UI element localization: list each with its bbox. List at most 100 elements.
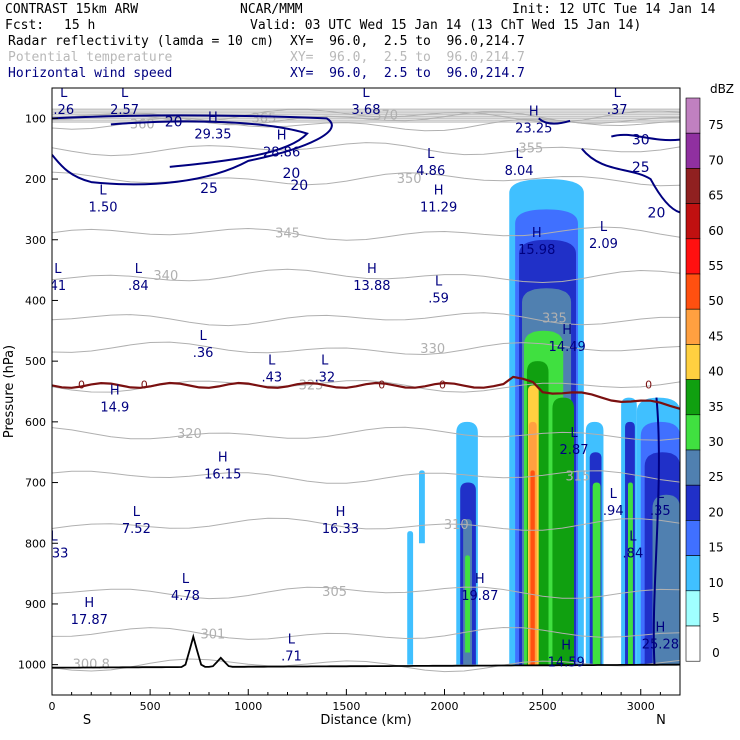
extrema-value: .94: [603, 504, 624, 519]
low-marker: L: [362, 86, 370, 101]
high-marker: H: [336, 505, 346, 520]
colorbar-swatch: [685, 590, 701, 627]
extrema-value: .37: [607, 103, 628, 118]
terrain-line: [52, 633, 680, 669]
freezing-label: 0: [141, 378, 148, 391]
wind-label: 20: [165, 114, 183, 130]
theta-contours: 300.830130531031532032533033534034535035…: [52, 108, 680, 673]
theta-contour-315: [52, 470, 680, 484]
colorbar-swatch: [685, 449, 701, 486]
colorbar-swatch: [685, 555, 701, 592]
x-tick-label: 2000: [431, 700, 459, 713]
extrema-value: 2.57: [110, 103, 139, 118]
theta-label: 360: [130, 117, 155, 132]
high-marker: H: [655, 620, 665, 635]
axes: 0 500 1000 1500 2000 2500 30001002003004005006…: [2, 87, 681, 728]
extrema-value: 7.52: [122, 522, 151, 537]
colorbar-swatch: [685, 484, 701, 521]
high-marker: H: [532, 226, 542, 241]
low-marker: L: [99, 183, 107, 198]
theta-label: 350: [397, 172, 422, 187]
high-marker: H: [434, 183, 444, 198]
extrema-value: 14.49: [549, 340, 586, 355]
colorbar-label: 15: [708, 541, 723, 555]
colorbar-label: 65: [708, 189, 723, 203]
theta-contour-305: [52, 586, 680, 600]
y-axis-title: Pressure (hPa): [2, 345, 17, 438]
colorbar-swatch: [685, 414, 701, 451]
x-tick-label: 1000: [234, 700, 262, 713]
colorbar-unit: dBZ: [710, 82, 734, 96]
extrema-value: 25.28: [642, 637, 679, 652]
colorbar-label: 25: [708, 470, 723, 484]
model-title: CONTRAST 15km ARW: [5, 2, 139, 17]
x-tick-label: 2500: [529, 700, 557, 713]
field-wind-xy: XY= 96.0, 2.5 to 96.0,214.7: [290, 66, 525, 81]
wind-contour: [652, 397, 660, 665]
high-marker: H: [367, 262, 377, 277]
extrema-value: .59: [428, 291, 449, 306]
colorbar-swatch: [685, 625, 701, 662]
extrema-value: .36: [193, 346, 214, 361]
theta-label: 315: [566, 469, 591, 484]
high-marker: H: [529, 104, 539, 119]
colorbar-label: 60: [708, 224, 723, 238]
y-tick-label: 1000: [18, 659, 46, 672]
theta-label: 305: [322, 585, 347, 600]
extrema-value: 28.86: [263, 146, 300, 161]
wind-contour: [538, 117, 571, 125]
theta-label: 345: [275, 227, 300, 242]
theta-label: 330: [420, 342, 445, 357]
extrema-value: 16.15: [204, 467, 241, 482]
terrain: [52, 633, 680, 669]
extrema-value: 23.25: [515, 121, 552, 136]
low-marker: L: [50, 529, 58, 544]
low-marker: L: [614, 86, 622, 101]
low-marker: L: [199, 329, 207, 344]
colorbar-label: 30: [708, 435, 723, 449]
north-label: N: [656, 713, 666, 728]
low-marker: L: [657, 487, 665, 502]
extrema-value: .84: [128, 279, 149, 294]
colorbar-swatch: [685, 203, 701, 240]
colorbar-swatch: [685, 273, 701, 310]
wind-label: 30: [632, 133, 650, 149]
low-marker: L: [600, 220, 608, 235]
theta-label: 370: [373, 108, 398, 123]
x-tick-label: 3000: [627, 700, 655, 713]
theta-contour-345: [52, 226, 680, 241]
high-marker: H: [562, 323, 572, 338]
theta-contour-355: [52, 142, 680, 157]
extrema-value: 19.87: [461, 589, 498, 604]
extrema-value: 41: [50, 279, 67, 294]
theta-label: 355: [518, 142, 543, 157]
high-marker: H: [561, 639, 571, 654]
y-tick-label: 900: [25, 598, 46, 611]
extrema-value: .71: [281, 650, 302, 665]
theta-contour-310: [52, 517, 680, 531]
y-tick-label: 700: [25, 477, 46, 490]
colorbar-label: 75: [708, 118, 723, 132]
colorbar-label: 55: [708, 259, 723, 273]
extrema-value: 14.9: [100, 401, 129, 416]
low-marker: L: [321, 353, 329, 368]
low-marker: L: [435, 274, 443, 289]
extrema-value: 11.29: [420, 200, 457, 215]
field-reflectivity-xy: XY= 96.0, 2.5 to 96.0,214.7: [290, 34, 525, 49]
freezing-level: 0 0 0 0 0: [52, 375, 680, 410]
low-marker: L: [60, 86, 68, 101]
low-marker: L: [182, 572, 190, 587]
org-label: NCAR/MMM: [240, 2, 303, 17]
extrema-value: 5.33: [39, 546, 68, 561]
low-marker: L: [610, 487, 618, 502]
reflectivity-cell-50dbz: [530, 470, 535, 665]
y-tick-label: 500: [25, 355, 46, 368]
freezing-label: 0: [78, 378, 85, 391]
theta-contour-350: [52, 171, 680, 187]
wind-label: 20: [283, 166, 301, 182]
wind-contour: [611, 133, 680, 142]
theta-contour-301: [52, 626, 680, 640]
low-marker: L: [515, 147, 523, 162]
wind-contour: [581, 148, 680, 214]
